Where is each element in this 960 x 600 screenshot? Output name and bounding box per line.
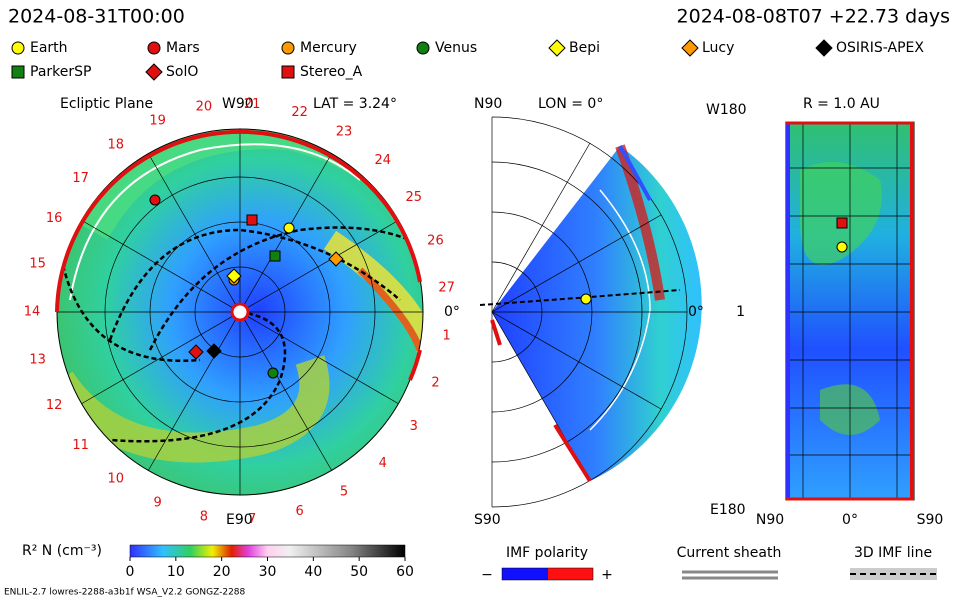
sim-time: 2024-08-31T00:00 — [8, 6, 185, 28]
legend-marker — [147, 41, 161, 55]
legend-label: Earth — [30, 40, 68, 56]
ecliptic-panel — [55, 128, 424, 496]
angle-label: 18 — [108, 138, 125, 153]
legend-label: Venus — [435, 40, 477, 56]
body-marker — [283, 222, 295, 234]
colorbar-tick-label: 60 — [396, 564, 414, 580]
axis-label: N90 — [756, 512, 784, 528]
angle-label: 19 — [149, 114, 166, 129]
axis-label: S90 — [917, 512, 944, 528]
keys — [129, 544, 937, 581]
angle-label: 21 — [244, 97, 261, 112]
legend-marker — [281, 65, 295, 79]
angle-label: 6 — [296, 504, 304, 519]
run-time: 2024-08-08T07 +22.73 days — [677, 6, 950, 28]
angle-label: 15 — [29, 257, 46, 272]
angle-label: 1 — [442, 329, 450, 344]
legend-marker — [681, 39, 699, 57]
legend-label: Mars — [166, 40, 200, 56]
body-marker — [836, 217, 848, 229]
axis-label: S90 — [474, 512, 501, 528]
key-title: Current sheath — [677, 545, 782, 561]
angle-label: 20 — [196, 100, 213, 115]
colorbar-tick-label: 50 — [350, 564, 368, 580]
angle-label: 7 — [248, 512, 256, 527]
angle-label: 9 — [153, 495, 161, 510]
angle-label: 22 — [291, 105, 308, 120]
angle-label: 17 — [72, 171, 89, 186]
body-marker — [836, 241, 848, 253]
colorbar-tick-label: 10 — [167, 564, 185, 580]
key-label: − — [481, 567, 493, 583]
key-title: IMF polarity — [506, 545, 588, 561]
legend-label: Stereo_A — [300, 64, 363, 80]
axis-label: E90 — [226, 512, 253, 528]
angle-label: 12 — [46, 398, 63, 413]
colorbar-tick-label: 0 — [126, 564, 135, 580]
angle-label: 14 — [24, 305, 41, 320]
angle-label: 4 — [379, 456, 387, 471]
axis-label: 1 — [736, 304, 745, 320]
colorbar-tick-label: 20 — [213, 564, 231, 580]
panel-subtitle: LON = 0° — [538, 96, 603, 112]
panel-subtitle: R = 1.0 AU — [803, 96, 880, 112]
legend-label: Mercury — [300, 40, 357, 56]
body-marker — [206, 343, 222, 359]
legend-label: ParkerSP — [30, 64, 91, 80]
legend-marker — [11, 65, 25, 79]
angle-label: 23 — [336, 124, 353, 139]
axis-label: W180 — [706, 102, 747, 118]
angle-label: 13 — [29, 352, 46, 367]
angle-label: 25 — [406, 190, 423, 205]
axis-label: 0° — [842, 512, 858, 528]
colorbar-tick-label: 30 — [259, 564, 277, 580]
body-marker — [267, 367, 279, 379]
legend-label: OSIRIS-APEX — [836, 40, 924, 56]
colorbar-label: R² N (cm⁻³) — [22, 543, 102, 559]
angle-label: 10 — [108, 471, 125, 486]
axis-label: 0° — [444, 304, 460, 320]
body-marker — [269, 250, 281, 262]
angle-label: 27 — [438, 280, 455, 295]
angle-label: 5 — [340, 485, 348, 500]
legend-marker — [416, 41, 430, 55]
angle-label: 26 — [427, 233, 444, 248]
angle-label: 16 — [46, 211, 63, 226]
body-marker — [328, 251, 344, 267]
panel-title: Ecliptic Plane — [60, 96, 153, 112]
radial-panel — [785, 121, 915, 501]
panel-subtitle: LAT = 3.24° — [313, 96, 397, 112]
body-marker — [580, 293, 592, 305]
angle-label: 3 — [410, 419, 418, 434]
footer: ENLIL-2.7 lowres-2288-a3b1f WSA_V2.2 GON… — [4, 588, 246, 598]
axis-label: 0° — [688, 304, 704, 320]
legend-marker — [281, 41, 295, 55]
angle-label: 8 — [200, 509, 208, 524]
legend-label: Lucy — [702, 40, 734, 56]
key-label: + — [601, 567, 613, 583]
axis-label: W90 — [222, 96, 254, 112]
legend-label: SolO — [166, 64, 198, 80]
angle-label: 2 — [431, 376, 439, 391]
meridional-panel — [479, 116, 702, 508]
axis-label: N90 — [474, 96, 502, 112]
angle-label: 11 — [72, 438, 89, 453]
key-title: 3D IMF line — [854, 545, 932, 561]
angle-label: 24 — [374, 153, 391, 168]
body-marker — [149, 194, 161, 206]
body-marker — [188, 344, 204, 360]
legend-marker — [145, 63, 163, 81]
legend-marker — [815, 39, 833, 57]
legend-marker — [11, 41, 25, 55]
axis-label: E180 — [710, 502, 746, 518]
body-marker — [226, 268, 242, 284]
legend-label: Bepi — [569, 40, 600, 56]
body-marker — [246, 214, 258, 226]
legend-marker — [548, 39, 566, 57]
colorbar-tick-label: 40 — [304, 564, 322, 580]
